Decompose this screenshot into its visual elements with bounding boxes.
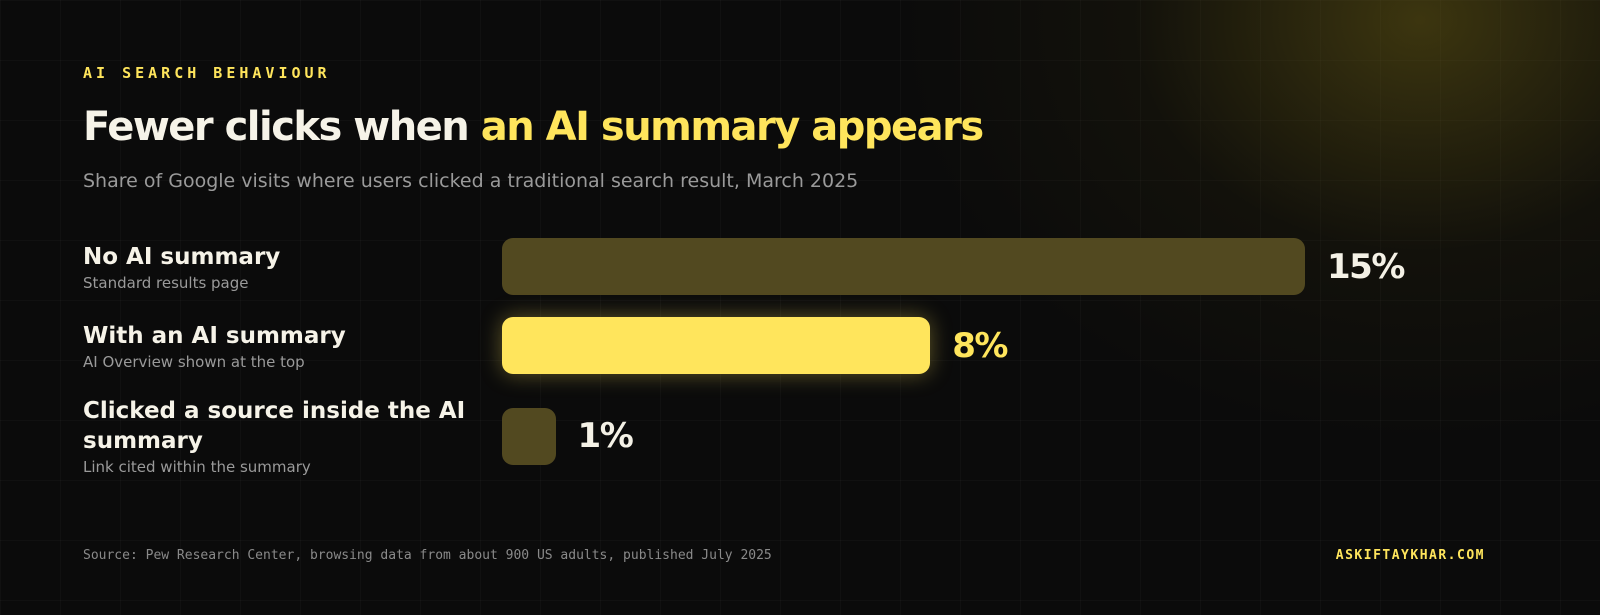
category-sublabel: Standard results page (83, 273, 249, 292)
category-sublabel: AI Overview shown at the top (83, 352, 305, 371)
credit: ASKIFTAYKHAR.COM (1335, 548, 1485, 563)
kicker: AI SEARCH BEHAVIOUR (83, 64, 331, 82)
row-label: Clicked a source inside the AI summary Li… (83, 396, 478, 476)
row-label: With an AI summary AI Overview shown at t… (83, 321, 478, 371)
bar (502, 238, 1305, 295)
category-label: No AI summary (83, 243, 281, 270)
subtitle: Share of Google visits where users click… (83, 170, 859, 192)
value-label: 15% (1327, 246, 1405, 287)
bar-rows: No AI summary Standard results page 15% Wit… (83, 238, 1405, 476)
row-label: No AI summary Standard results page (83, 242, 478, 292)
source: Source: Pew Research Center, browsing da… (83, 548, 772, 563)
chart-title: Fewer clicks when an AI summary appears (83, 104, 984, 150)
bar (502, 407, 556, 465)
category-label: With an AI summary (83, 322, 346, 349)
category-label: Clicked a source inside the AI summary (83, 398, 466, 454)
value-label: 8% (952, 325, 1008, 366)
value-label: 1% (577, 416, 634, 456)
category-sublabel: Link cited within the summary (83, 458, 311, 476)
title-text: Fewer clicks when (83, 104, 470, 150)
bar-row: With an AI summary AI Overview shown at t… (83, 317, 1404, 374)
bar-row: Clicked a source inside the AI summary Li… (83, 396, 1404, 476)
bar-row: No AI summary Standard results page 15% (83, 238, 1405, 295)
bar (502, 317, 931, 374)
title-highlight: an AI summary appears (480, 104, 984, 150)
